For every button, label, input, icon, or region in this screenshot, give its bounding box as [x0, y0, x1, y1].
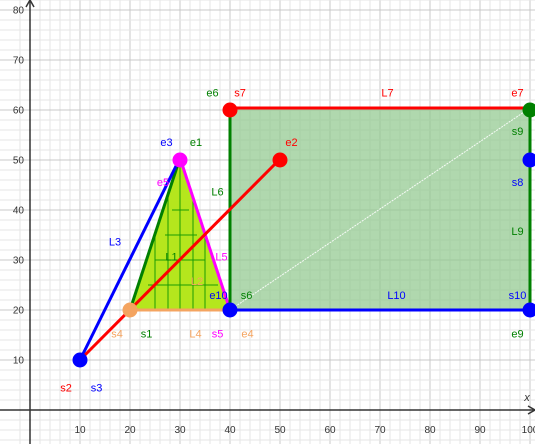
labels: e6 s7 L7 e7 s9 e3 e1 e2 e5 s8 L6 L3 L9 L1 L5 L2 e10 s6 L10…	[60, 88, 526, 395]
point-p-h[interactable]	[522, 302, 535, 318]
point-p-b[interactable]	[122, 302, 138, 318]
label-L6: L6	[211, 187, 223, 199]
x-tick-label: 90	[474, 425, 486, 436]
y-axis-arrow	[25, 0, 35, 8]
x-tick-label: 100	[522, 425, 535, 436]
label-s6: s6	[241, 290, 253, 302]
triangle-hatch	[148, 158, 218, 310]
y-tick-label: 10	[13, 356, 25, 367]
label-L5: L5	[215, 252, 227, 264]
label-L4: L4	[189, 329, 201, 341]
points[interactable]	[72, 102, 535, 368]
label-s8: s8	[512, 177, 524, 189]
x-tick-label: 20	[124, 425, 136, 436]
rectangle-diagonal	[229, 107, 531, 311]
label-L7: L7	[381, 88, 393, 100]
label-L9: L9	[511, 226, 523, 238]
x-tick-label: 50	[274, 425, 286, 436]
label-e9: e9	[511, 329, 523, 341]
label-e7: e7	[511, 88, 523, 100]
label-L10: L10	[387, 290, 405, 302]
label-L3: L3	[109, 237, 121, 249]
y-tick-label: 80	[13, 6, 25, 17]
x-tick-label: 40	[224, 425, 236, 436]
x-tick-label: 70	[374, 425, 386, 436]
y-tick-label: 60	[13, 106, 25, 117]
x-axis-name: x	[523, 392, 530, 404]
segment-L1[interactable]	[128, 157, 182, 311]
x-tick-label: 10	[74, 425, 86, 436]
y-tick-label: 50	[13, 156, 25, 167]
label-L1: L1	[165, 252, 177, 264]
label-L2: L2	[191, 276, 203, 288]
label-s9: s9	[512, 126, 524, 138]
label-s1: s1	[141, 329, 153, 341]
label-e10: e10	[209, 290, 227, 302]
point-p-g[interactable]	[522, 102, 535, 118]
point-p-a[interactable]	[72, 352, 88, 368]
label-e1: e1	[190, 137, 202, 149]
x-tick-label: 80	[424, 425, 436, 436]
x-tick-label: 60	[324, 425, 336, 436]
label-s4: s4	[111, 329, 123, 341]
label-e4: e4	[241, 329, 253, 341]
label-s5: s5	[212, 329, 224, 341]
y-tick-label: 20	[13, 306, 25, 317]
y-tick-label: 30	[13, 256, 25, 267]
point-p-d[interactable]	[272, 152, 288, 168]
label-e3: e3	[160, 137, 172, 149]
point-p-c[interactable]	[172, 152, 188, 168]
point-p-f[interactable]	[222, 102, 238, 118]
y-tick-label: 40	[13, 206, 25, 217]
label-s10: s10	[509, 290, 527, 302]
label-e5: e5	[157, 177, 169, 189]
x-tick-label: 30	[174, 425, 186, 436]
point-p-e[interactable]	[222, 302, 238, 318]
segment-L2[interactable]	[78, 156, 283, 362]
y-tick-label: 70	[13, 56, 25, 67]
segment-L3[interactable]	[78, 157, 182, 361]
label-e6: e6	[206, 88, 218, 100]
label-s3: s3	[91, 383, 103, 395]
label-s2: s2	[60, 383, 72, 395]
label-e2: e2	[285, 137, 297, 149]
x-axis-arrow	[527, 405, 535, 415]
point-p-i[interactable]	[522, 152, 535, 168]
label-s7: s7	[234, 88, 246, 100]
